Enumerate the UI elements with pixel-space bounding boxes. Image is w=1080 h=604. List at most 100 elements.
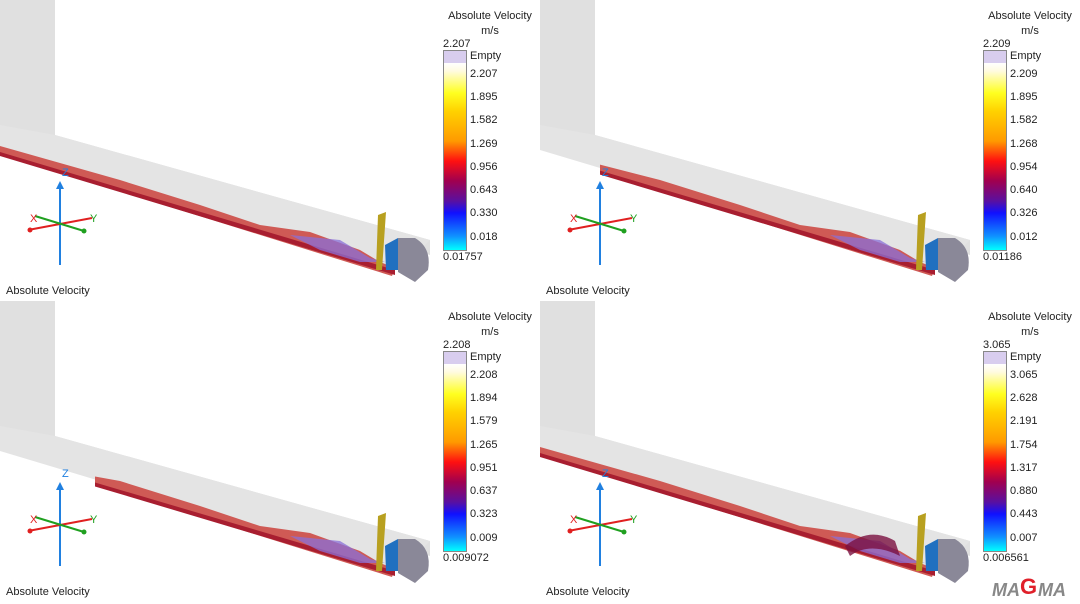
legend-tick: 0.326 [1010,207,1038,219]
legend-tick: 2.628 [1010,392,1038,404]
legend-colorbar [983,50,1007,251]
legend-max: 2.207 [443,38,471,50]
casting-geometry: Z X Y [0,301,430,583]
ingate-bar [916,212,926,270]
z-axis-label: Z [62,468,69,480]
legend-title: Absolute Velocity m/s [988,10,1072,37]
casting-geometry: Z X Y [540,301,970,583]
cylinder-end [398,539,429,583]
x-arrow-icon [27,528,33,534]
result-panel: Z X Y Absolute Velocity m/s 2.207 Empty 2… [0,0,540,301]
legend-colorbar [443,50,467,251]
melt-surge [845,534,900,556]
legend-tick: 1.269 [470,138,498,150]
melt-bottom-layer [95,482,395,576]
legend-title: Absolute Velocity m/s [448,311,532,338]
legend-min: 0.009072 [443,552,489,564]
x-arrow-icon [27,227,33,233]
x-axis-label: X [570,514,578,526]
legend-min: 0.006561 [983,552,1029,564]
legend-unit: m/s [481,25,499,37]
melt-bottom-layer [0,152,395,275]
z-arrow-icon [56,181,64,189]
result-panel: Z X Y Absolute Velocity m/s 2.209 Empty 2… [540,0,1080,301]
legend-tick: 1.268 [1010,138,1038,150]
z-axis-label: Z [602,167,609,179]
legend-tick: 0.443 [1010,508,1038,520]
cylinder-end [398,238,429,282]
cavity-inlet [925,238,940,270]
legend-tick: 0.012 [1010,231,1038,243]
runner-channel [540,125,970,270]
cylinder-end [938,539,969,583]
color-legend: Absolute Velocity m/s 3.065 Empty 3.065 2.… [980,301,1080,571]
y-axis-label: Y [630,213,638,225]
y-axis [34,516,85,533]
color-legend: Absolute Velocity m/s 2.209 Empty 2.209 1.… [980,0,1080,270]
melt-bottom-layer [600,170,935,275]
y-axis-label: Y [90,213,98,225]
legend-tick: 2.207 [470,68,498,80]
legend-tick: 0.009 [470,532,498,544]
legend-tick: 1.582 [470,114,498,126]
z-arrow-icon [56,482,64,490]
legend-unit: m/s [481,326,499,338]
magma-logo: MA G MA [990,574,1078,604]
z-arrow-icon [596,181,604,189]
legend-tick: 1.582 [1010,114,1038,126]
melt-bottom-layer [540,453,935,576]
legend-tick: 0.640 [1010,184,1038,196]
melt-low-velocity [290,235,385,262]
cylinder-end [938,238,969,282]
ingate-bar [916,513,926,571]
melt-low-velocity [830,235,925,262]
legend-tick: 0.323 [470,508,498,520]
legend-colorbar [443,351,467,552]
legend-min: 0.01757 [443,251,483,263]
legend-tick: 0.956 [470,161,498,173]
legend-max: 2.209 [983,38,1011,50]
result-panel: Z X Y Absolute Velocity m/s 2.208 Empty 2… [0,301,540,602]
x-axis-label: X [30,213,38,225]
legend-tick: 0.951 [470,462,498,474]
legend-unit: m/s [1021,326,1039,338]
ingate-bar [376,513,386,571]
y-arrow-icon [81,529,87,535]
casting-geometry: Z X Y [0,0,430,282]
legend-tick: 0.330 [470,207,498,219]
legend-tick: 0.018 [470,231,498,243]
legend-unit: m/s [1021,25,1039,37]
legend-tick: 1.754 [1010,439,1038,451]
legend-colorbar [983,351,1007,552]
cavity-inlet [385,238,400,270]
color-legend: Absolute Velocity m/s 2.208 Empty 2.208 1.… [440,301,540,571]
legend-title: Absolute Velocity m/s [988,311,1072,338]
x-arrow-icon [567,528,573,534]
legend-tick: 0.880 [1010,485,1038,497]
x-axis-label: X [570,213,578,225]
color-legend: Absolute Velocity m/s 2.207 Empty 2.207 1.… [440,0,540,270]
legend-tick: 2.208 [470,369,498,381]
y-axis [574,215,625,232]
y-axis-label: Y [90,514,98,526]
legend-tick: 1.895 [470,91,498,103]
legend-tick: 1.579 [470,415,498,427]
legend-tick: 0.007 [1010,532,1038,544]
y-arrow-icon [81,228,87,234]
result-panel: Z X Y Absolute Velocity m/s 3.065 Empty 3… [540,301,1080,602]
cavity-inlet [385,539,400,571]
legend-title: Absolute Velocity m/s [448,10,532,37]
runner-channel [540,426,970,571]
legend-tick: 3.065 [1010,369,1038,381]
legend-max: 2.208 [443,339,471,351]
panel-caption: Absolute Velocity [6,586,90,598]
svg-text:MA: MA [992,580,1020,599]
legend-tick: 2.209 [1010,68,1038,80]
legend-empty-label: Empty [470,351,502,363]
ingate-bar [376,212,386,270]
legend-empty-label: Empty [1010,351,1042,363]
cavity-inlet [925,539,940,571]
y-arrow-icon [621,228,627,234]
legend-tick: 0.643 [470,184,498,196]
svg-text:MA: MA [1038,580,1066,599]
